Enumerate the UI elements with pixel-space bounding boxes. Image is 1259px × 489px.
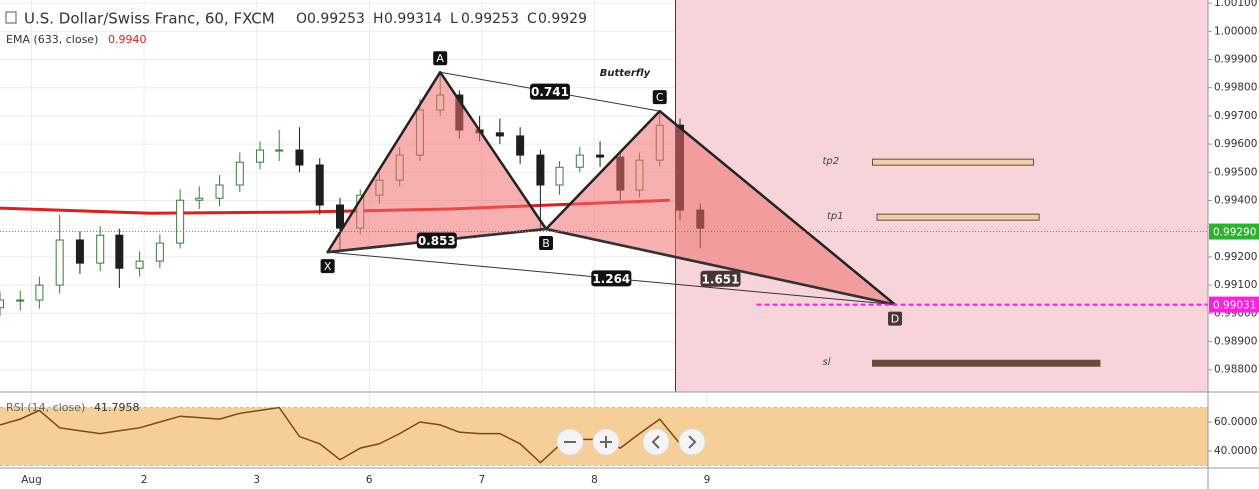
ratio-label: 1.264 (592, 272, 630, 286)
ohlc-key: O (296, 11, 307, 27)
x-tick-label: 7 (479, 474, 486, 486)
candle-body (176, 199, 185, 244)
x-tick-label: Aug (21, 474, 42, 486)
y-tick-label: 0.99900 (1214, 54, 1257, 66)
x-tick-label: 8 (591, 474, 598, 486)
y-tick-label: 1.00100 (1214, 0, 1257, 9)
x-tick-label: 2 (141, 474, 148, 486)
candle-body (495, 132, 504, 137)
ohlc-key: H (373, 11, 384, 27)
ratio-label: 1.651 (702, 272, 740, 286)
rsi-label: RSI (14, close) (6, 401, 85, 414)
ema-label: EMA (633, close) (6, 33, 98, 46)
y-tick-label: 0.99700 (1214, 110, 1257, 122)
current-price-tag (1209, 223, 1259, 240)
pattern-leg (545, 227, 896, 306)
ohlc-key: C (527, 11, 537, 27)
rsi-tick-label: 40.0000 (1214, 445, 1257, 457)
current-price-label: 0.99290 (1213, 227, 1256, 239)
x-tick-label: 3 (253, 474, 260, 486)
candle-body (0, 299, 4, 309)
ohlc-value: 0.99253 (307, 11, 365, 27)
point-badge (539, 235, 554, 250)
y-tick-label: 1.00000 (1214, 25, 1257, 37)
level-bar (872, 359, 1101, 367)
x-tick-label: 6 (366, 474, 373, 486)
level-bar (876, 213, 1040, 221)
collapse-icon[interactable] (5, 11, 17, 24)
y-tick-label: 0.99800 (1214, 82, 1257, 94)
icon (600, 436, 612, 448)
pattern-name: Butterfly (600, 68, 651, 79)
candle-body (235, 161, 244, 186)
candle-body (315, 164, 324, 206)
candle-body (596, 154, 605, 158)
y-tick-label: 0.98900 (1214, 336, 1257, 348)
scroll-left-button[interactable] (642, 428, 670, 456)
candle-body (115, 234, 124, 269)
candle-body (96, 234, 105, 264)
point-label: A (436, 52, 444, 65)
level-bar (872, 158, 1034, 166)
candle-body (536, 154, 545, 186)
point-label: X (324, 260, 332, 273)
candle-body (55, 239, 64, 286)
candle-body (155, 242, 164, 262)
target-price-tag (1209, 296, 1259, 313)
ema-value: 0.9940 (108, 33, 147, 46)
candle-body (35, 284, 44, 301)
ratio-badge (416, 232, 457, 249)
level-label: sl (823, 357, 831, 368)
point-badge (433, 51, 448, 66)
ratio-badge (700, 270, 741, 287)
y-tick-label: 0.99200 (1214, 251, 1257, 263)
rsi-value: 41.7958 (94, 401, 140, 414)
ohlc-key: L (450, 11, 458, 27)
level-label: tp2 (823, 156, 840, 167)
y-tick-label: 0.99100 (1214, 279, 1257, 291)
ohlc-value: 0.9929 (538, 11, 587, 27)
ratio-badge (529, 83, 570, 100)
x-tick-label: 9 (704, 474, 711, 486)
target-price-label: 0.99031 (1213, 300, 1256, 312)
rsi-tick-label: 60.0000 (1214, 416, 1257, 428)
y-tick-label: 0.99400 (1214, 195, 1257, 207)
y-tick-label: 0.99500 (1214, 166, 1257, 178)
symbol-title: U.S. Dollar/Swiss Franc, 60, FXCM (24, 10, 275, 28)
candle-body (75, 239, 84, 264)
point-label: D (891, 313, 899, 326)
candle-body (335, 204, 344, 229)
ohlc-value: 0.99253 (461, 11, 519, 27)
icon (651, 435, 660, 449)
candle-body (195, 197, 204, 201)
point-badge (652, 90, 667, 105)
icon (688, 435, 697, 449)
ratio-label: 0.853 (418, 234, 456, 248)
candle-body (215, 184, 224, 199)
scroll-right-button[interactable] (678, 428, 706, 456)
header: U.S. Dollar/Swiss Franc, 60, FXCM EMA (6… (5, 10, 275, 414)
point-label: B (542, 237, 550, 250)
candle-body (295, 149, 304, 166)
ohlc-value: 0.99314 (384, 11, 442, 27)
zoom-controls (556, 428, 706, 456)
candle-body (256, 149, 265, 163)
candle-body (575, 154, 584, 168)
ratio-label: 0.741 (531, 85, 569, 99)
candle-body (135, 260, 144, 269)
ratio-badge (591, 270, 632, 287)
level-label: tp1 (827, 211, 844, 222)
candle-body (516, 135, 525, 156)
point-badge (320, 259, 335, 274)
point-badge (888, 311, 903, 326)
point-label: C (656, 91, 664, 104)
candle-body (16, 299, 25, 302)
y-tick-label: 0.99600 (1214, 138, 1257, 150)
y-tick-label: 0.98800 (1214, 364, 1257, 376)
candle-body (275, 149, 284, 152)
candle-body (555, 166, 564, 186)
